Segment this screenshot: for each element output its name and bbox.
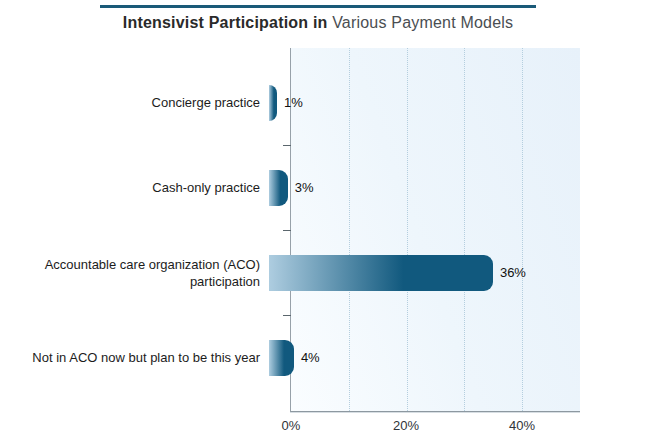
chart-title-emphasis: Intensivist Participation in bbox=[123, 14, 328, 31]
category-label: Not in ACO now but plan to be this year bbox=[0, 349, 269, 366]
bar-row: Accountable care organization (ACO) part… bbox=[0, 230, 580, 315]
category-label: Cash-only practice bbox=[0, 179, 269, 196]
bar-value-label: 36% bbox=[500, 265, 526, 280]
bar-chart: Intensivist Participation in Various Pay… bbox=[0, 0, 645, 439]
bar-row: Not in ACO now but plan to be this year … bbox=[0, 315, 580, 400]
bar bbox=[269, 340, 294, 376]
bar-row: Concierge practice 1% bbox=[0, 60, 580, 145]
bar-value-label: 3% bbox=[295, 180, 314, 195]
bar-row: Cash-only practice 3% bbox=[0, 145, 580, 230]
bar-track: 4% bbox=[269, 340, 580, 376]
bar-track: 1% bbox=[269, 85, 580, 121]
bar-track: 3% bbox=[269, 170, 580, 206]
category-label: Accountable care organization (ACO) part… bbox=[0, 256, 269, 290]
bar bbox=[269, 170, 288, 206]
category-label: Concierge practice bbox=[0, 94, 269, 111]
chart-title-block: Intensivist Participation in Various Pay… bbox=[100, 5, 536, 32]
bar-value-label: 1% bbox=[284, 95, 303, 110]
bar-track: 36% bbox=[269, 255, 580, 291]
chart-title: Intensivist Participation in Various Pay… bbox=[100, 14, 536, 32]
x-axis-label: 0% bbox=[282, 418, 301, 433]
bar-value-label: 4% bbox=[301, 350, 320, 365]
bar bbox=[269, 255, 493, 291]
x-axis-label: 40% bbox=[509, 418, 535, 433]
bar bbox=[269, 85, 277, 121]
x-axis-label: 20% bbox=[393, 418, 419, 433]
bar-rows: Concierge practice 1% Cash-only practice… bbox=[0, 60, 580, 400]
chart-title-rest: Various Payment Models bbox=[328, 14, 514, 31]
